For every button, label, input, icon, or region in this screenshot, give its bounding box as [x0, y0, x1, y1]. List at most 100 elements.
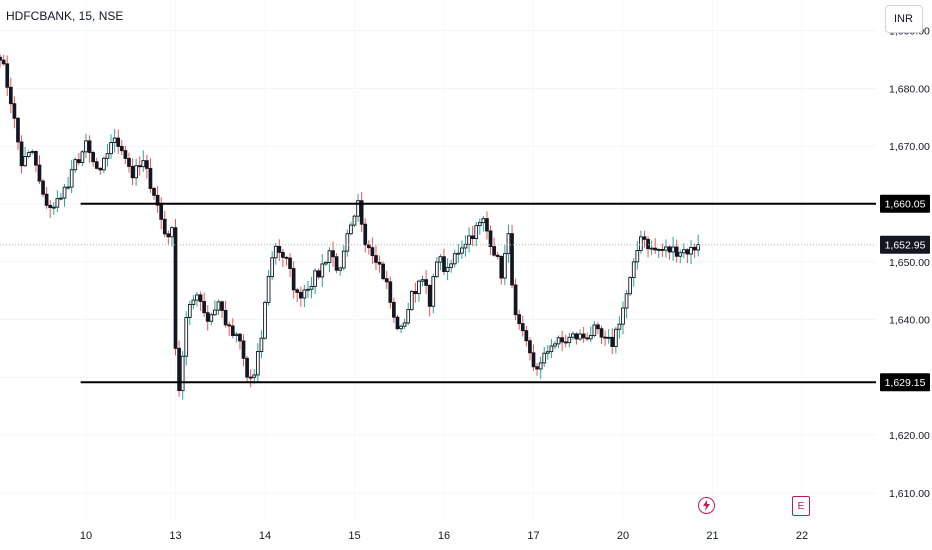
candle	[334, 253, 339, 274]
time-axis[interactable]: 10 13 14 15 16 17 20 21 22	[80, 530, 808, 542]
candle-body	[606, 336, 611, 339]
candle-body	[631, 261, 636, 279]
candle-body	[535, 366, 539, 370]
candle-body	[109, 142, 113, 155]
candles	[0, 53, 701, 400]
candle-body	[8, 86, 13, 105]
candle	[116, 129, 121, 154]
candle-body	[499, 256, 504, 279]
candle	[406, 302, 411, 326]
candle-body	[567, 336, 572, 344]
candle-body	[324, 261, 328, 265]
candle	[187, 300, 192, 325]
candle-body	[452, 253, 457, 265]
candle	[105, 143, 110, 167]
horizontal-levels[interactable]	[80, 202, 876, 384]
candle-body	[481, 218, 486, 224]
candle	[667, 245, 672, 260]
candle	[173, 219, 178, 356]
candle	[445, 258, 450, 281]
candle	[313, 267, 317, 295]
candle-body	[87, 140, 92, 153]
candle-body	[55, 198, 60, 208]
candle	[288, 253, 292, 278]
earnings-icon[interactable]: E	[792, 496, 810, 516]
candle	[223, 300, 228, 328]
lightning-icon[interactable]	[698, 497, 715, 514]
price-axis[interactable]: 1,610.001,620.001,630.001,640.001,650.00…	[880, 26, 930, 500]
candle-body	[162, 218, 167, 235]
candle	[91, 150, 96, 167]
candle	[434, 256, 439, 279]
x-tick-label: 15	[348, 530, 360, 542]
candle	[395, 314, 400, 331]
candle-body	[485, 218, 489, 232]
candle	[281, 249, 285, 267]
candle-body	[520, 323, 525, 332]
candle-body	[195, 294, 199, 301]
x-tick-label: 21	[706, 530, 718, 542]
candle-body	[635, 250, 640, 263]
candle	[503, 244, 507, 285]
candle	[306, 280, 310, 298]
candle	[560, 330, 564, 352]
candle	[345, 229, 350, 257]
candle	[12, 96, 17, 129]
candle-body	[528, 340, 532, 354]
candle	[366, 240, 371, 255]
candle	[442, 248, 446, 275]
candle-body	[23, 156, 27, 167]
candle-body	[213, 309, 217, 316]
level-price-label: 1,660.05	[885, 199, 926, 211]
candle-body	[130, 165, 135, 179]
candle	[69, 160, 74, 193]
candle	[392, 297, 396, 323]
candle	[431, 273, 436, 314]
candle	[477, 218, 482, 235]
candle-body	[556, 337, 561, 345]
candle	[674, 239, 679, 263]
candle-body	[442, 256, 446, 272]
candle-body	[112, 137, 117, 143]
candle	[234, 331, 239, 343]
candle-body	[166, 233, 171, 238]
candle	[499, 255, 504, 285]
candle	[141, 150, 146, 172]
candle	[481, 215, 486, 232]
candle	[162, 210, 167, 237]
candle	[166, 230, 171, 246]
symbol-title[interactable]: HDFCBANK, 15, NSE	[6, 9, 124, 23]
candle	[159, 197, 164, 230]
candle-body	[345, 233, 350, 252]
candle-body	[155, 194, 160, 206]
candle	[87, 135, 92, 163]
candle	[66, 176, 70, 190]
candle-body	[420, 279, 425, 282]
candle-body	[510, 233, 514, 286]
candle-body	[399, 325, 403, 330]
candle-body	[284, 256, 289, 259]
candle	[73, 157, 78, 173]
candle	[238, 332, 242, 350]
candle-body	[671, 246, 675, 253]
candle-body	[341, 250, 346, 269]
candle	[685, 248, 690, 264]
candle	[535, 363, 539, 376]
candle-body	[255, 351, 260, 376]
candle-body	[492, 246, 496, 256]
candle	[384, 270, 389, 289]
candle	[338, 266, 343, 276]
candle	[202, 292, 206, 317]
candle-body	[12, 103, 17, 119]
candle	[37, 155, 42, 185]
candle	[209, 312, 214, 326]
currency-button[interactable]: INR	[885, 5, 923, 33]
candle-body	[0, 56, 2, 61]
candle	[399, 324, 403, 334]
candle-body	[460, 247, 464, 254]
candle-body	[431, 276, 436, 307]
candle	[84, 133, 88, 159]
candle-body	[159, 204, 164, 220]
candle	[553, 341, 557, 350]
